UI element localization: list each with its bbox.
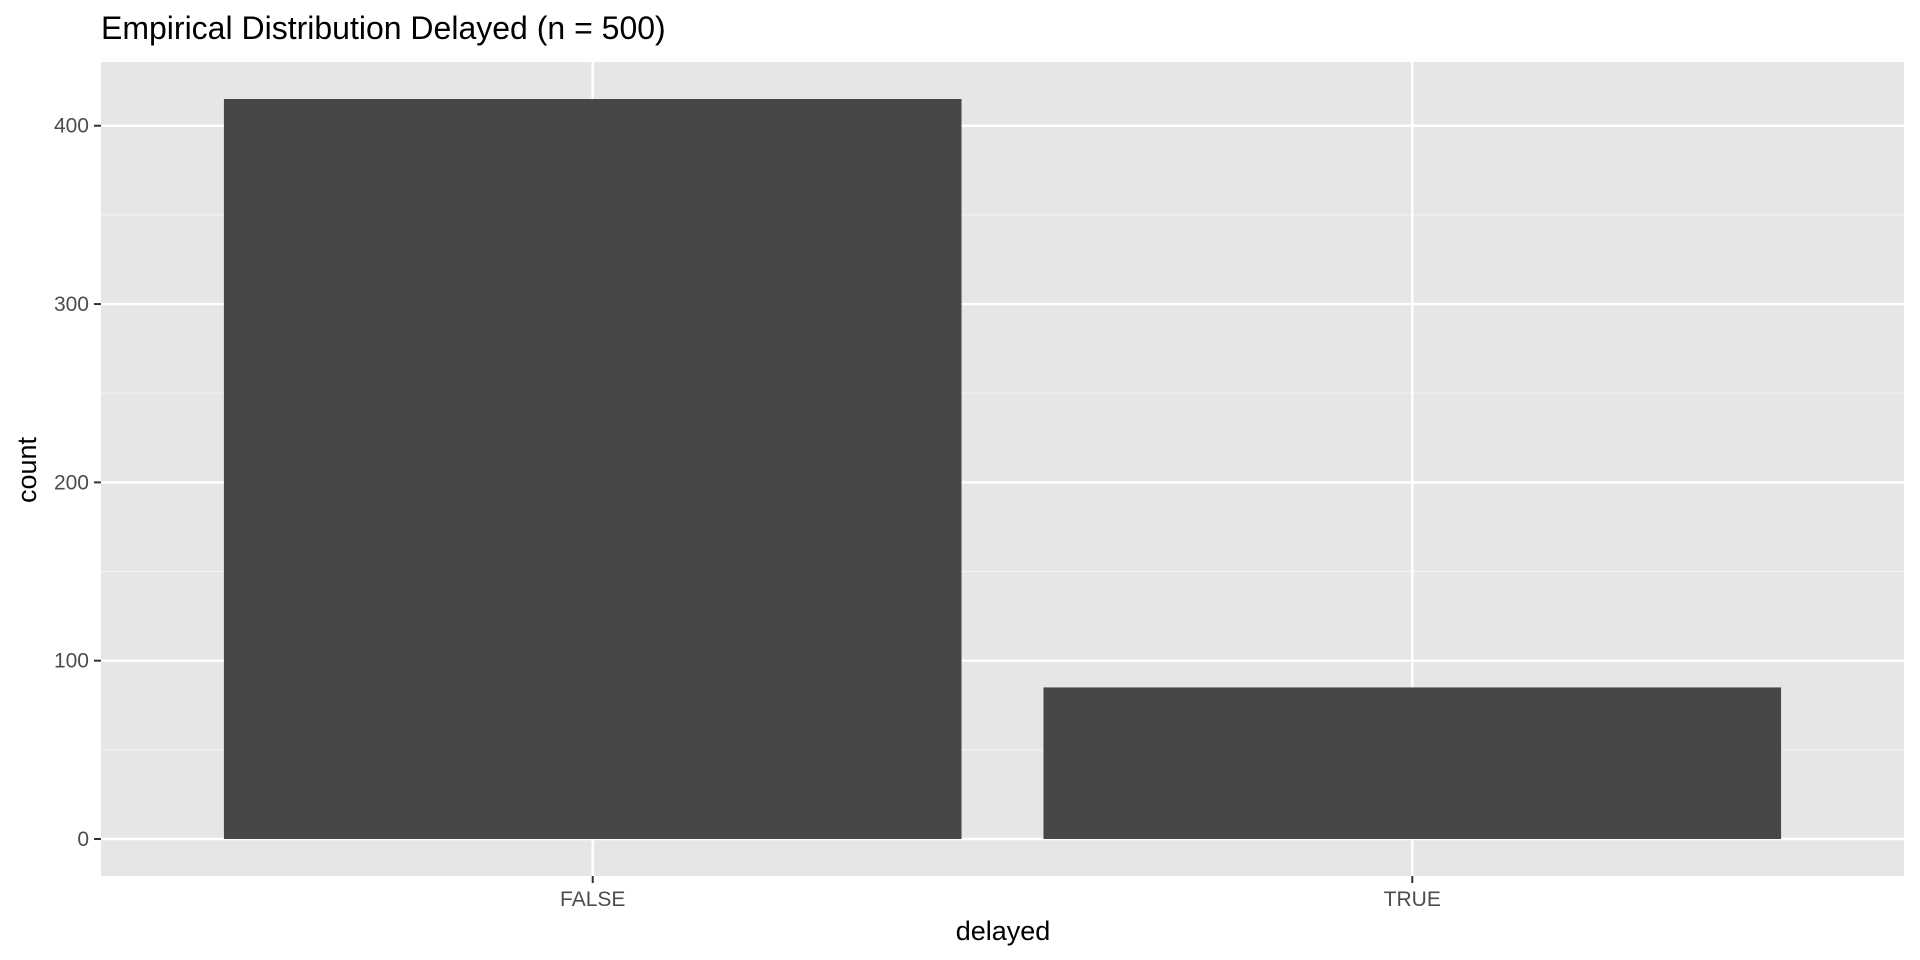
bar-false	[223, 99, 962, 839]
y-tick-label: 400	[54, 115, 89, 138]
x-axis-ticks: FALSE TRUE	[560, 876, 1441, 911]
x-axis-title: delayed	[956, 916, 1051, 946]
chart-title: Empirical Distribution Delayed (n = 500)	[101, 10, 666, 46]
y-tick-label: 200	[54, 471, 89, 494]
y-tick-label: 300	[54, 293, 89, 316]
bar-true	[1043, 687, 1782, 839]
y-axis-title: count	[12, 436, 42, 503]
x-tick-label: FALSE	[560, 888, 625, 911]
bars	[223, 99, 1782, 839]
y-tick-label: 100	[54, 650, 89, 673]
y-tick-label: 0	[77, 828, 89, 851]
y-axis-ticks: 0 100 200 300 400	[54, 115, 101, 851]
x-tick-label: TRUE	[1384, 888, 1441, 911]
